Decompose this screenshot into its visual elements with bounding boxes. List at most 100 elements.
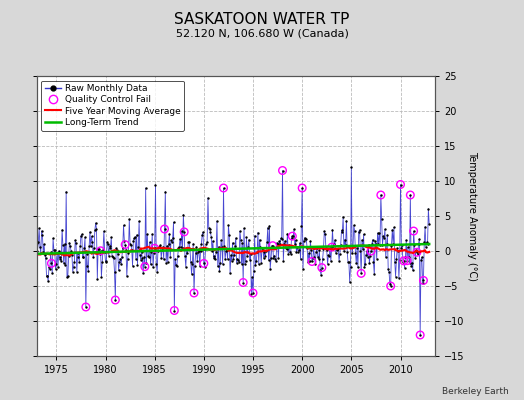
Point (283, 230, 292, 237)
Point (297, 223, 305, 229)
Point (105, 253, 113, 259)
Point (106, 245, 115, 251)
Point (160, 226, 169, 232)
Point (280, 241, 288, 247)
Point (393, 245, 401, 252)
Point (82, 304, 90, 310)
Point (117, 261, 125, 267)
Point (183, 250, 192, 257)
Point (342, 242, 350, 248)
Point (58, 226, 66, 233)
Point (155, 244, 163, 250)
Point (170, 307, 179, 314)
Point (390, 259, 399, 265)
Point (54, 248, 63, 254)
Point (389, 240, 397, 247)
Point (354, 264, 362, 271)
Point (258, 245, 266, 252)
Point (416, 332, 424, 338)
Point (399, 258, 407, 265)
Point (363, 248, 371, 255)
Point (195, 247, 203, 254)
Point (79, 254, 87, 260)
Point (268, 242, 277, 249)
Point (246, 256, 254, 263)
Point (172, 262, 180, 268)
Point (405, 254, 413, 260)
Point (285, 241, 293, 248)
Point (403, 258, 411, 264)
Point (413, 249, 421, 256)
Point (185, 246, 194, 252)
Point (402, 237, 410, 244)
Point (407, 263, 416, 269)
Point (174, 245, 183, 251)
Point (210, 253, 219, 260)
Point (133, 261, 141, 268)
Point (353, 245, 361, 252)
Point (154, 247, 162, 254)
Point (422, 239, 431, 246)
Point (368, 236, 377, 243)
Point (350, 222, 358, 228)
Point (127, 242, 135, 248)
Point (255, 236, 264, 243)
Point (156, 242, 165, 248)
Point (284, 250, 292, 257)
Point (172, 263, 181, 269)
Point (365, 260, 374, 266)
Point (150, 245, 159, 252)
Point (368, 241, 376, 248)
Point (202, 240, 211, 247)
Point (278, 167, 287, 174)
Point (288, 233, 297, 239)
Point (39, 249, 48, 256)
Point (196, 248, 205, 254)
Point (120, 238, 128, 244)
Point (391, 273, 400, 280)
Point (358, 237, 366, 243)
Point (191, 250, 200, 256)
Point (88, 239, 96, 245)
Point (282, 246, 291, 252)
Point (300, 238, 308, 244)
Point (146, 261, 155, 268)
Point (367, 248, 375, 254)
Point (180, 229, 188, 235)
Point (179, 212, 188, 218)
Point (262, 248, 270, 254)
Point (237, 261, 246, 267)
Point (249, 290, 257, 296)
Point (41, 252, 49, 258)
Point (268, 242, 276, 249)
Point (342, 217, 351, 224)
Point (205, 226, 214, 232)
Point (217, 244, 226, 250)
Point (79, 254, 88, 260)
Point (110, 255, 118, 261)
Point (287, 251, 295, 257)
Legend: Raw Monthly Data, Quality Control Fail, Five Year Moving Average, Long-Term Tren: Raw Monthly Data, Quality Control Fail, … (41, 80, 184, 130)
Point (323, 261, 332, 267)
Point (330, 241, 339, 248)
Point (173, 253, 182, 260)
Point (243, 253, 252, 260)
Point (409, 228, 418, 234)
Point (304, 258, 312, 265)
Point (400, 265, 409, 271)
Point (84, 268, 93, 274)
Point (313, 254, 322, 260)
Point (270, 252, 278, 259)
Text: SASKATOON WATER TP: SASKATOON WATER TP (174, 12, 350, 27)
Point (56, 256, 64, 262)
Point (115, 259, 124, 266)
Point (150, 245, 159, 252)
Point (381, 226, 389, 232)
Point (321, 231, 329, 237)
Point (401, 254, 410, 260)
Point (266, 266, 275, 272)
Point (94, 245, 102, 252)
Point (381, 254, 390, 260)
Point (99, 246, 107, 253)
Point (310, 245, 318, 251)
